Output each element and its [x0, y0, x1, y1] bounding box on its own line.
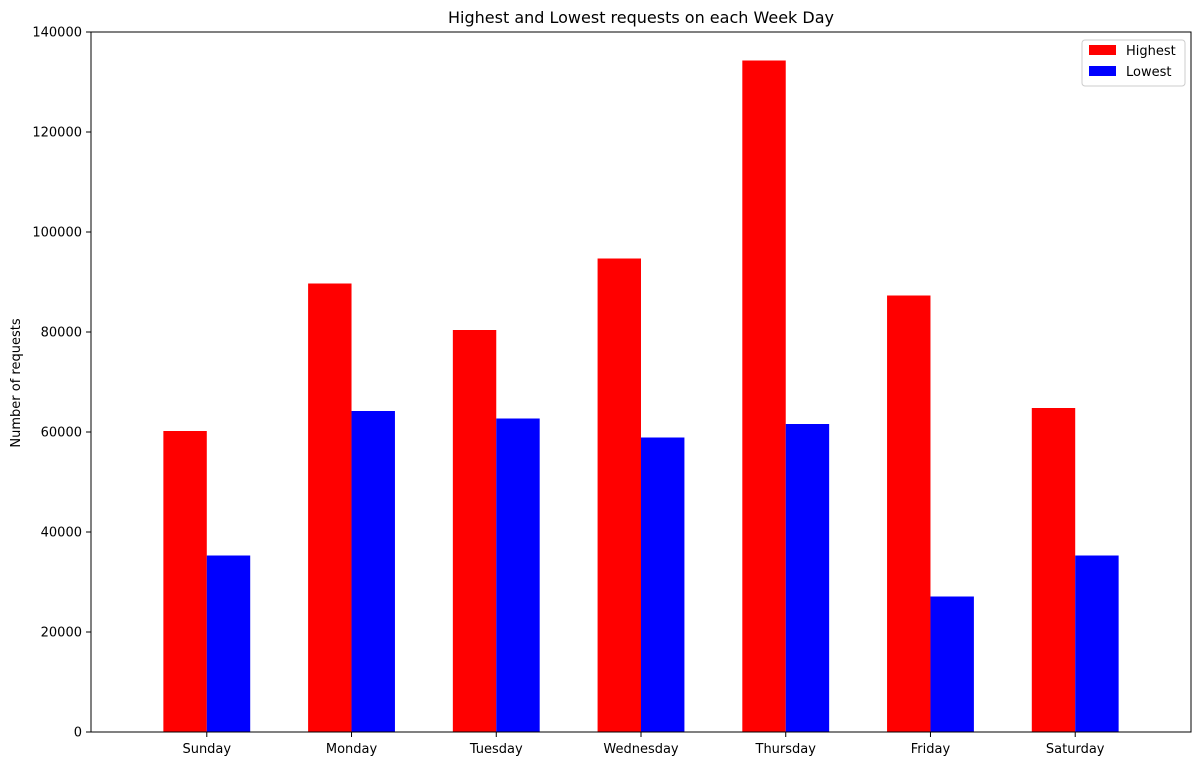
bar-highest-sunday	[163, 431, 207, 732]
bar-lowest-monday	[351, 411, 395, 732]
bar-highest-saturday	[1031, 408, 1076, 732]
bar-highest-friday	[887, 295, 931, 732]
x-tick-label: Sunday	[182, 742, 231, 757]
x-tick-label: Tuesday	[469, 742, 523, 757]
bars-layer	[163, 60, 1119, 732]
bar-lowest-wednesday	[641, 437, 685, 732]
y-tick-label: 100000	[32, 226, 82, 241]
x-tick-label: Friday	[911, 742, 951, 757]
bar-lowest-thursday	[785, 424, 830, 732]
x-tick-label: Thursday	[755, 742, 817, 757]
bar-highest-wednesday	[597, 258, 641, 732]
y-tick-label: 0	[74, 726, 82, 741]
legend-label-highest: Highest	[1126, 44, 1176, 59]
bar-lowest-friday	[930, 596, 974, 732]
y-tick-label: 120000	[32, 126, 82, 141]
x-tick-label: Monday	[326, 742, 378, 757]
legend: Highest Lowest	[1081, 39, 1186, 87]
y-tick-label: 40000	[41, 526, 82, 541]
axes-layer: Sunday Monday Tuesday Wednesday Thursday Frid…	[32, 26, 1192, 757]
bar-lowest-saturday	[1075, 555, 1119, 732]
y-tick-label: 60000	[41, 426, 82, 441]
legend-swatch-highest	[1089, 45, 1116, 55]
bar-highest-tuesday	[452, 330, 497, 732]
bar-lowest-sunday	[206, 555, 251, 732]
legend-swatch-lowest	[1089, 66, 1116, 76]
y-tick-label: 80000	[41, 326, 82, 341]
y-tick-label: 140000	[32, 26, 82, 41]
bar-highest-thursday	[742, 60, 786, 732]
bar-lowest-tuesday	[496, 418, 540, 732]
x-tick-label: Wednesday	[603, 742, 679, 757]
legend-label-lowest: Lowest	[1126, 65, 1171, 80]
y-tick-label: 20000	[41, 626, 82, 641]
chart-title: Highest and Lowest requests on each Week…	[448, 8, 834, 27]
y-axis-title: Number of requests	[9, 318, 24, 447]
plot-frame	[90, 31, 1192, 733]
bar-highest-monday	[308, 283, 352, 732]
x-tick-label: Saturday	[1046, 742, 1105, 757]
